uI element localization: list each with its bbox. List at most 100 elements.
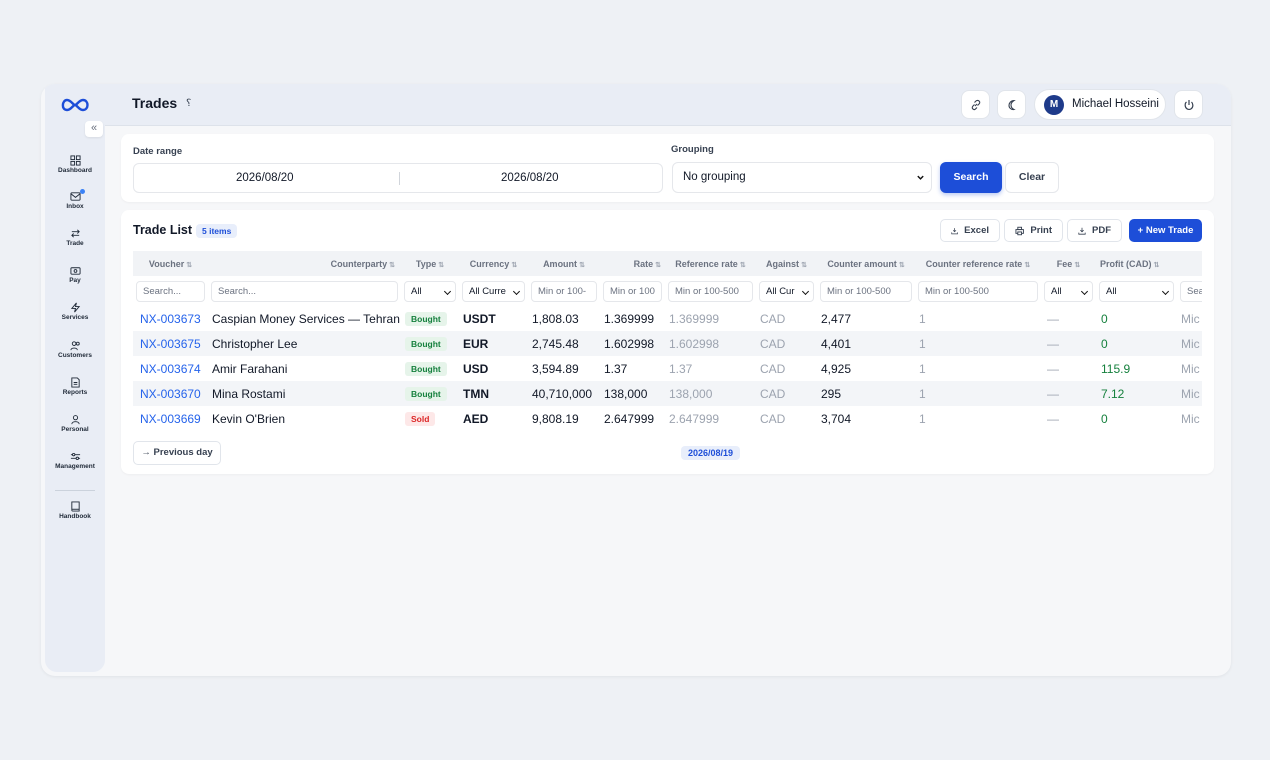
counter-amount-filter-input[interactable]: Min or 100-500 [820,280,912,302]
trade-list-title: Trade List [133,223,193,237]
logout-button[interactable] [1174,90,1203,119]
type-badge: Bought [405,387,447,401]
sidebar: « Dashboard Inbox Trade Pay Services Cus… [45,84,105,672]
counter-amount-cell: 4,401 [821,336,852,351]
amount-cell: 3,594.89 [532,361,579,376]
voucher-link[interactable]: NX-003675 [140,336,201,351]
sort-icon: ⇅ [389,261,395,269]
amount-cell: 1,808.03 [532,311,579,326]
sidebar-item-personal[interactable]: Personal [45,414,105,433]
table-row[interactable]: NX-003669 Kevin O'Brien Sold AED 9,808.1… [133,406,1202,431]
voucher-link[interactable]: NX-003670 [140,386,201,401]
currency-filter-select[interactable]: All Curre [462,280,525,302]
reference-rate-cell: 138,000 [669,386,713,401]
sidebar-item-management[interactable]: Management [45,451,105,470]
table-row[interactable]: NX-003674 Amir Farahani Bought USD 3,594… [133,356,1202,381]
trade-table-container[interactable]: Voucher ⇅ Counterparty ⇅ Type ⇅ Currency ⇅ A… [133,251,1202,433]
voucher-link[interactable]: NX-003669 [140,411,201,426]
inbox-icon [69,192,81,201]
counter-reference-rate-cell: 1 [919,411,926,426]
sidebar-item-reports[interactable]: Reports [45,377,105,396]
theme-toggle-button[interactable] [997,90,1026,119]
sidebar-item-label: Pay [69,277,81,284]
type-filter-select[interactable]: All [404,280,456,302]
sidebar-item-handbook[interactable]: Handbook [45,501,105,520]
user-icon [70,415,80,425]
col-header-type[interactable]: Type ⇅ [415,258,445,269]
counter-reference-rate-cell: 1 [919,311,926,326]
rate-cell: 1.37 [604,361,628,376]
col-header-currency[interactable]: Currency ⇅ [469,258,518,269]
previous-day-button[interactable]: → Previous day [133,441,221,465]
profit-cell: 115.9 [1101,361,1131,376]
help-icon[interactable]: ؟ [186,98,192,109]
date-range-picker[interactable]: 2026/08/20 2026/08/20 [133,163,663,193]
counter-reference-rate-filter-input[interactable]: Min or 100-500 [918,280,1038,302]
print-button[interactable]: Print [1004,219,1063,242]
report-icon [70,377,80,388]
pdf-label: PDF [1092,225,1111,236]
lightning-icon [70,302,80,313]
currency-cell: USDT [463,311,496,326]
page-title: Trades [132,95,178,111]
export-excel-button[interactable]: Excel [940,219,1000,242]
sidebar-item-pay[interactable]: Pay [45,265,105,284]
reference-rate-cell: 1.37 [669,361,693,376]
sort-icon: ⇅ [1024,261,1031,269]
col-header-counter-reference-rate[interactable]: Counter reference rate ⇅ [925,258,1031,269]
date-to-input[interactable]: 2026/08/20 [501,172,559,184]
sidebar-item-trade[interactable]: Trade [45,228,105,247]
col-header-fee[interactable]: Fee ⇅ [1056,258,1081,269]
clear-button[interactable]: Clear [1005,162,1059,193]
against-filter-select[interactable]: All Cur [759,280,814,302]
fee-filter-select[interactable]: All [1044,280,1093,302]
user-name: Michael Hosseini [1072,98,1159,110]
col-header-counterparty[interactable]: Counterparty ⇅ [330,258,395,269]
reference-rate-filter-input[interactable]: Min or 100-500 [668,280,753,302]
voucher-search-input[interactable]: Search... [136,280,205,302]
new-trade-button[interactable]: + New Trade [1129,219,1202,242]
collapse-sidebar-button[interactable]: « [85,121,103,137]
sidebar-item-label: Personal [61,426,89,433]
col-header-voucher[interactable]: Voucher ⇅ [148,258,193,269]
export-pdf-button[interactable]: PDF [1067,219,1122,242]
fee-cell: — [1047,361,1059,376]
sidebar-item-services[interactable]: Services [45,302,105,321]
table-row[interactable]: NX-003673 Caspian Money Services — Tehra… [133,306,1202,331]
fee-cell: — [1047,336,1059,351]
col-header-profit[interactable]: Profit (CAD) ⇅ [1100,258,1160,269]
currency-cell: USD [463,361,489,376]
counter-reference-rate-cell: 1 [919,336,926,351]
current-date-badge: 2026/08/19 [681,446,741,460]
sidebar-item-inbox[interactable]: Inbox [45,189,105,210]
search-button[interactable]: Search [940,162,1002,193]
sidebar-item-customers[interactable]: Customers [45,340,105,359]
infinity-logo-icon[interactable] [59,96,91,114]
profit-filter-select[interactable]: All [1099,280,1174,302]
profit-cell: 0 [1101,411,1108,426]
rate-filter-input[interactable]: Min or 100 [603,280,662,302]
copy-link-button[interactable] [961,90,990,119]
col-header-rate[interactable]: Rate ⇅ [633,258,661,269]
grouping-select[interactable]: No grouping [672,162,932,193]
table-row[interactable]: NX-003675 Christopher Lee Bought EUR 2,7… [133,331,1202,356]
counter-amount-cell: 3,704 [821,411,852,426]
amount-filter-input[interactable]: Min or 100- [531,280,597,302]
extra-search-input[interactable]: Sea [1180,280,1202,302]
date-from-input[interactable]: 2026/08/20 [236,172,294,184]
col-header-amount[interactable]: Amount ⇅ [543,258,585,269]
voucher-link[interactable]: NX-003674 [140,361,201,376]
user-menu[interactable]: M Michael Hosseini [1034,89,1166,120]
sidebar-item-dashboard[interactable]: Dashboard [45,155,105,174]
col-header-counter-amount[interactable]: Counter amount ⇅ [827,258,905,269]
sort-icon: ⇅ [801,261,807,269]
sort-icon: ⇅ [739,261,746,269]
voucher-link[interactable]: NX-003673 [140,311,201,326]
sort-icon: ⇅ [655,261,661,269]
table-row[interactable]: NX-003670 Mina Rostami Bought TMN 40,710… [133,381,1202,406]
col-header-reference-rate[interactable]: Reference rate ⇅ [675,258,746,269]
printer-icon [1015,226,1024,235]
col-header-against[interactable]: Against ⇅ [766,258,807,269]
counterparty-search-input[interactable]: Search... [211,280,398,302]
print-label: Print [1030,225,1052,236]
